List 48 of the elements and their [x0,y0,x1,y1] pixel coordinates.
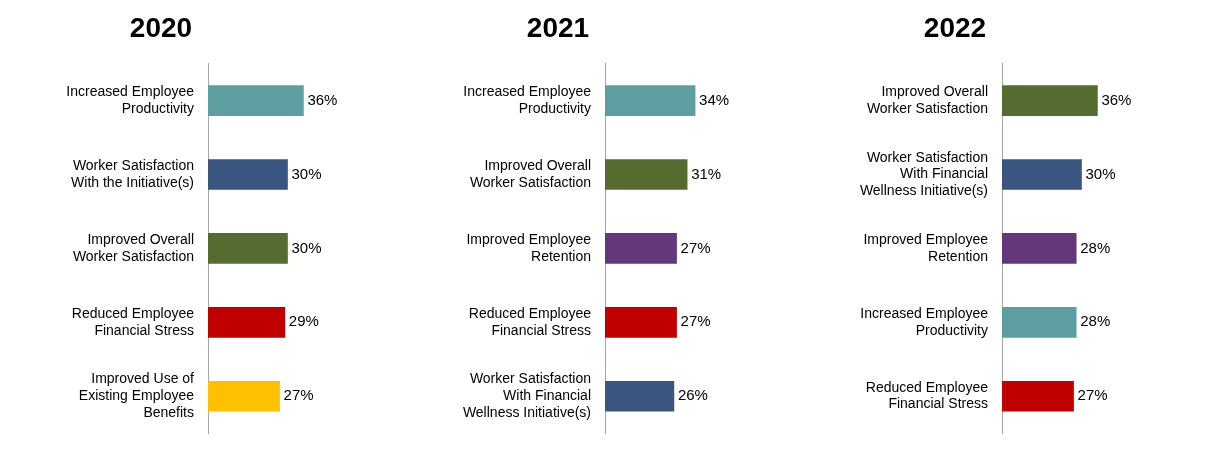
chart-title: 2021 [526,11,590,43]
chart-title: 2020 [129,11,193,43]
y-tick-label: Worker Satisfaction With Financial Wellness Initiative(s) [462,370,591,420]
bar [1002,233,1077,264]
data-label: 27% [283,386,314,404]
y-tick-label: Improved Employee Retention [863,230,989,264]
data-label: 36% [1101,90,1132,108]
y-tick-label: Improved Overall Worker Satisfaction [469,156,591,190]
y-tick-label: Improved Use of Existing Employee Benefits [78,370,195,420]
bar [1002,380,1074,412]
bar [208,233,288,264]
bar [1002,85,1098,116]
y-tick-label: Improved Overall Worker Satisfaction [866,83,988,116]
y-tick-label: Reduced Employee Financial Stress [71,304,195,338]
y-tick-label: Increased Employee Productivity [463,83,592,116]
data-label: 26% [677,386,708,404]
bar [605,233,677,264]
bar [208,380,280,412]
data-label: 30% [291,164,322,182]
data-label: 27% [680,238,711,256]
bar [605,85,696,116]
bar [605,159,688,190]
y-tick-label: Worker Satisfaction With Financial Wellness Initiative(s) [859,148,988,199]
bar [1002,159,1082,190]
data-label: 36% [307,90,338,108]
bar [1002,306,1077,338]
data-label: 30% [291,238,322,256]
data-label: 34% [699,90,730,108]
data-label: 30% [1085,164,1116,182]
chart-title: 2022 [923,11,987,43]
y-tick-label: Worker Satisfaction With the Initiative(s) [71,156,194,190]
y-tick-label: Improved Employee Retention [466,230,592,264]
bar [208,159,288,190]
data-label: 29% [288,312,319,330]
data-label: 28% [1080,238,1111,256]
bar [208,306,286,338]
y-tick-label: Improved Overall Worker Satisfaction [72,230,194,264]
data-label: 31% [691,164,722,182]
bar [208,85,304,116]
bar [605,380,675,412]
y-tick-label: Reduced Employee Financial Stress [865,378,989,412]
y-tick-label: Increased Employee Productivity [860,304,989,338]
bar [605,306,677,338]
y-tick-label: Increased Employee Productivity [66,83,195,116]
data-label: 28% [1080,312,1111,330]
data-label: 27% [1077,386,1108,404]
data-label: 27% [680,312,711,330]
y-tick-label: Reduced Employee Financial Stress [468,304,592,338]
